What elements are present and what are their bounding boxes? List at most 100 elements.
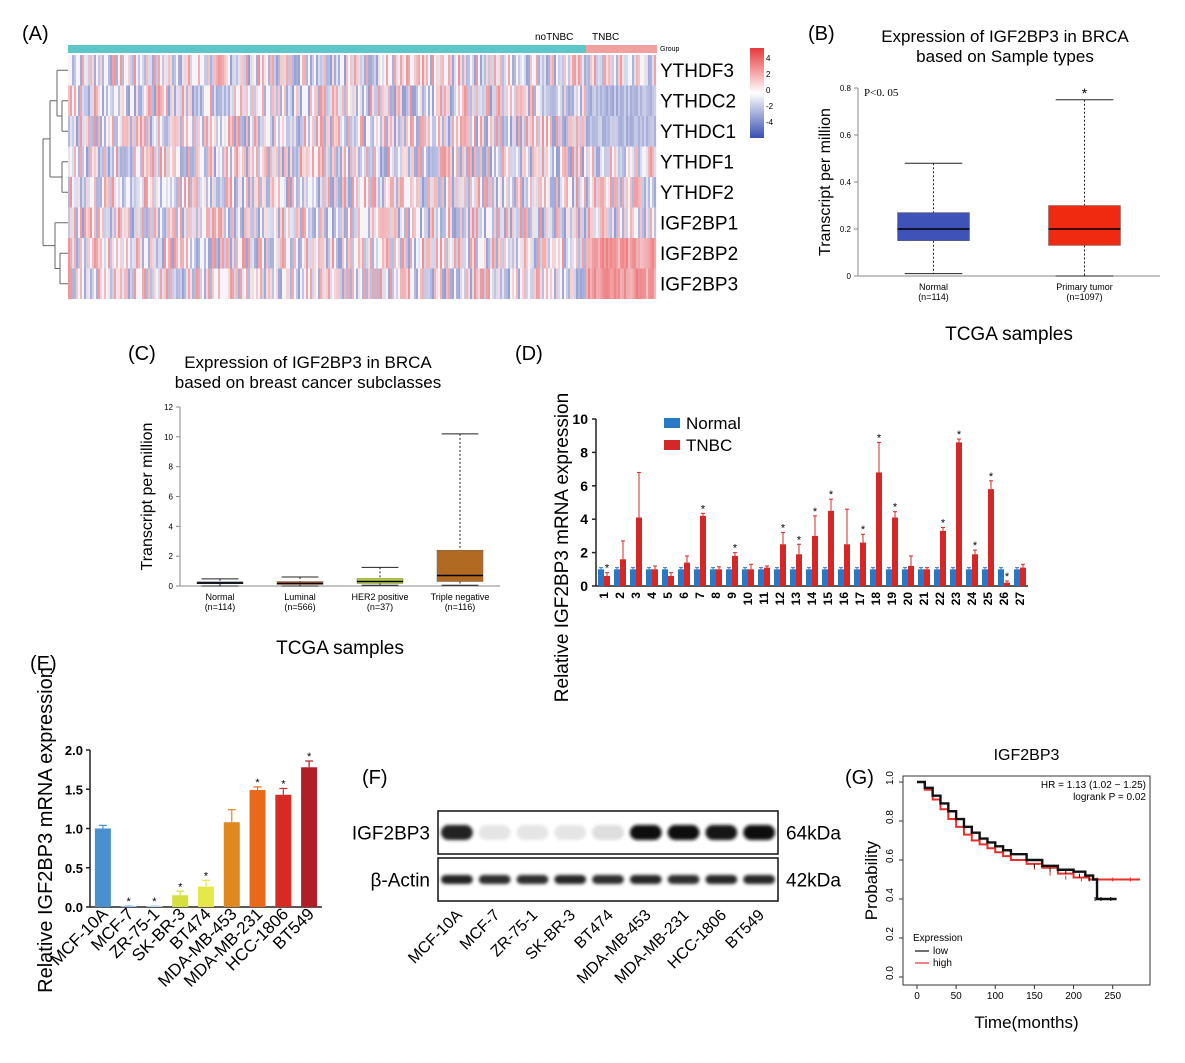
heatmap-cell xyxy=(330,238,332,269)
heatmap-cell xyxy=(134,146,136,177)
bar-cell-line xyxy=(120,906,137,907)
heatmap-cell xyxy=(342,146,344,177)
heatmap-cell xyxy=(294,55,296,86)
heatmap-cell xyxy=(496,268,498,299)
heatmap-cell xyxy=(350,238,352,269)
heatmap-cell xyxy=(460,116,462,147)
heatmap-cell xyxy=(92,238,94,269)
heatmap-cell xyxy=(300,146,302,177)
heatmap-cell xyxy=(526,116,528,147)
heatmap-cell xyxy=(382,146,384,177)
heatmap-cell xyxy=(370,55,372,86)
heatmap-cell xyxy=(634,146,636,177)
heatmap-cell xyxy=(406,238,408,269)
heatmap-cell xyxy=(412,116,414,147)
heatmap-cell xyxy=(286,268,288,299)
bar-cell-line xyxy=(275,794,292,907)
heatmap-cell xyxy=(212,177,214,208)
heatmap-cell xyxy=(370,238,372,269)
y-tick-label: 6 xyxy=(169,493,174,502)
heatmap-cell xyxy=(458,85,460,116)
heatmap-cell xyxy=(602,177,604,208)
chart-title: IGF2BP3 xyxy=(994,747,1060,764)
heatmap-cell xyxy=(382,85,384,116)
heatmap-cell xyxy=(578,116,580,147)
heatmap-cell xyxy=(628,238,630,269)
blot-band xyxy=(705,875,738,884)
heatmap-cell xyxy=(156,85,158,116)
y-tick-label: 1.5 xyxy=(65,782,83,797)
heatmap-cell xyxy=(214,55,216,86)
heatmap-cell xyxy=(478,146,480,177)
y-tick-label: 0 xyxy=(847,272,852,281)
heatmap-cell xyxy=(158,55,160,86)
heatmap-cell xyxy=(644,55,646,86)
heatmap-cell xyxy=(386,207,388,238)
heatmap-cell xyxy=(172,85,174,116)
heatmap-cell xyxy=(390,177,392,208)
heatmap-cell xyxy=(352,268,354,299)
heatmap-cell xyxy=(408,146,410,177)
heatmap-cell xyxy=(580,55,582,86)
bar-tnbc xyxy=(972,554,978,586)
heatmap-cell xyxy=(548,177,550,208)
heatmap-cell xyxy=(450,207,452,238)
heatmap-cell xyxy=(228,207,230,238)
heatmap-cell xyxy=(638,238,640,269)
heatmap-cell xyxy=(592,55,594,86)
heatmap-cell xyxy=(192,177,194,208)
heatmap-cell xyxy=(586,238,588,269)
heatmap-cell xyxy=(500,116,502,147)
heatmap-cell xyxy=(600,116,602,147)
heatmap-cell xyxy=(424,238,426,269)
heatmap-cell xyxy=(436,146,438,177)
heatmap-cell xyxy=(424,55,426,86)
heatmap-cell xyxy=(376,238,378,269)
heatmap-cell xyxy=(520,85,522,116)
heatmap-cell xyxy=(438,55,440,86)
heatmap-cell xyxy=(582,55,584,86)
heatmap-cell xyxy=(160,268,162,299)
x-axis-label: Time(months) xyxy=(974,1013,1078,1032)
heatmap-cell xyxy=(570,116,572,147)
heatmap-cell xyxy=(94,238,96,269)
heatmap-cell xyxy=(412,85,414,116)
heatmap-cell xyxy=(78,146,80,177)
heatmap-cell xyxy=(440,268,442,299)
heatmap-cell xyxy=(346,177,348,208)
heatmap-cell xyxy=(240,268,242,299)
heatmap-cell xyxy=(518,146,520,177)
heatmap-cell xyxy=(132,238,134,269)
blot-lane-label: BT549 xyxy=(723,907,768,952)
heatmap-cell xyxy=(598,268,600,299)
heatmap-cell xyxy=(90,146,92,177)
heatmap-cell xyxy=(176,116,178,147)
heatmap-cell xyxy=(256,116,258,147)
heatmap-cell xyxy=(624,268,626,299)
heatmap-cell xyxy=(74,207,76,238)
heatmap-cell xyxy=(548,55,550,86)
heatmap-cell xyxy=(142,238,144,269)
heatmap-cell xyxy=(282,238,284,269)
heatmap-cell xyxy=(456,268,458,299)
heatmap-cell xyxy=(280,85,282,116)
heatmap-cell xyxy=(486,55,488,86)
heatmap-cell xyxy=(196,116,198,147)
heatmap-cell xyxy=(372,268,374,299)
heatmap-cell xyxy=(400,85,402,116)
heatmap-cell xyxy=(542,238,544,269)
heatmap-cell xyxy=(520,238,522,269)
heatmap-cell xyxy=(392,268,394,299)
heatmap-cell xyxy=(206,207,208,238)
heatmap-cell xyxy=(88,55,90,86)
heatmap-cell xyxy=(284,146,286,177)
heatmap-cell xyxy=(224,207,226,238)
heatmap-cell xyxy=(312,268,314,299)
heatmap-cell xyxy=(602,85,604,116)
heatmap-cell xyxy=(262,85,264,116)
heatmap-cell xyxy=(144,116,146,147)
heatmap-cell xyxy=(192,146,194,177)
heatmap-cell xyxy=(464,238,466,269)
